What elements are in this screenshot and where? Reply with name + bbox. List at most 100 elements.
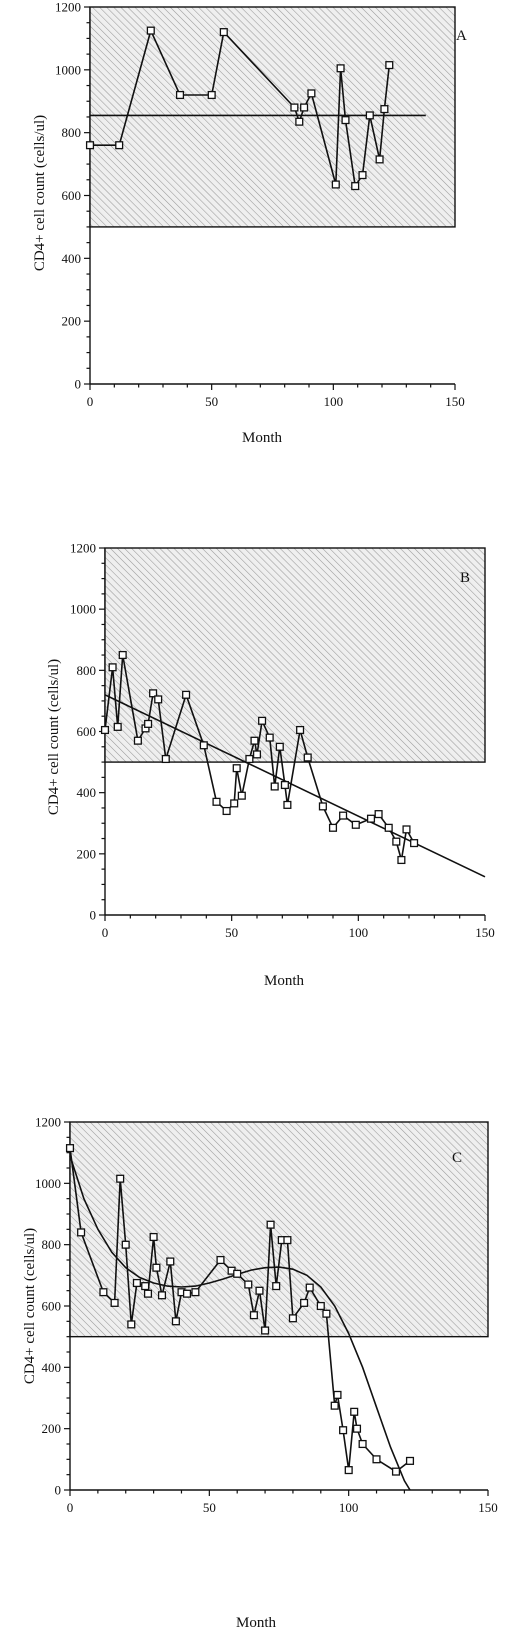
data-point [290, 103, 299, 112]
y-tick-label: 800 [42, 1237, 62, 1252]
data-point [161, 754, 170, 764]
panel-c-ylabel: CD4+ cell count (cells/ul) [22, 1228, 38, 1384]
data-point [295, 117, 304, 126]
panel-a-ylabel: CD4+ cell count (cells/ul) [32, 115, 48, 271]
fit-line [104, 694, 486, 878]
data-point [85, 141, 95, 150]
data-point [108, 663, 117, 672]
data-point [191, 1288, 200, 1297]
data-point [144, 719, 153, 728]
data-point [99, 1288, 108, 1297]
y-tick-label: 0 [55, 1483, 62, 1498]
data-point [258, 716, 267, 725]
data-point [266, 1220, 275, 1229]
panel-b-normal-range [104, 547, 486, 763]
data-point [330, 1401, 339, 1410]
panel-a-letter: A [456, 28, 467, 44]
data-point [283, 1236, 292, 1245]
data-point [222, 806, 231, 816]
data-point [305, 1283, 314, 1292]
data-point [207, 90, 216, 100]
data-point [245, 754, 254, 764]
panel-b-markers [100, 650, 419, 865]
data-point [152, 1263, 161, 1272]
data-point [199, 741, 208, 750]
y-tick-label: 1000 [55, 62, 81, 77]
data-point [333, 1390, 342, 1399]
data-point [375, 155, 384, 164]
data-point [380, 105, 389, 114]
y-tick-label: 1200 [70, 541, 96, 556]
x-tick-label: 100 [324, 394, 344, 409]
panel-a: 0 200 400 600 800 1000 1200 0 50 100 150 A CD4+ ce… [32, 0, 467, 446]
x-tick-label: 0 [87, 394, 94, 409]
data-point [237, 791, 246, 800]
y-tick-label: 400 [42, 1360, 62, 1375]
y-tick-label: 200 [42, 1421, 62, 1436]
x-tick-label: 100 [339, 1500, 359, 1515]
data-point [339, 1426, 348, 1435]
y-tick-label: 1000 [70, 602, 96, 617]
data-point [216, 1255, 225, 1265]
data-point [110, 1298, 119, 1307]
data-point [149, 1232, 158, 1242]
panel-b: 0 200 400 600 800 1000 1200 0 50 100 150 B CD4+ ce… [46, 541, 495, 990]
panel-c-xlabel: Month [236, 1615, 277, 1631]
data-point [141, 1282, 150, 1291]
normal-range-band [69, 1121, 489, 1338]
y-tick-label: 600 [77, 724, 97, 739]
data-point [322, 1309, 331, 1318]
data-point [146, 26, 155, 35]
y-tick-label: 800 [62, 125, 82, 140]
data-point [300, 103, 309, 112]
data-point [65, 1144, 75, 1153]
data-point [365, 111, 374, 120]
data-point [336, 64, 345, 73]
data-point [270, 782, 279, 791]
panel-a-normal-range [89, 6, 456, 228]
data-point [385, 61, 394, 70]
data-point [133, 736, 142, 745]
data-point [397, 855, 406, 865]
data-point [296, 725, 305, 735]
y-tick-label: 800 [77, 663, 97, 678]
data-point [250, 736, 259, 745]
y-tick-label: 200 [77, 846, 97, 861]
data-point [392, 837, 401, 846]
data-point [402, 825, 411, 834]
panel-b-xlabel: Month [264, 973, 305, 989]
y-tick-label: 200 [62, 314, 82, 329]
data-point [116, 1174, 125, 1183]
x-tick-label: 50 [225, 925, 238, 940]
x-tick-label: 150 [478, 1500, 498, 1515]
panel-c-markers [65, 1144, 415, 1476]
data-point [249, 1311, 258, 1320]
data-point [175, 90, 185, 100]
data-point [261, 1326, 270, 1335]
data-point [255, 1286, 264, 1295]
y-tick-label: 600 [42, 1299, 62, 1314]
data-point [358, 171, 367, 180]
data-point [100, 725, 110, 735]
data-point [132, 1278, 141, 1288]
data-point [265, 733, 274, 742]
x-tick-label: 50 [203, 1500, 216, 1515]
y-tick-label: 0 [75, 377, 82, 392]
data-point [344, 1466, 353, 1475]
data-point [232, 764, 241, 773]
data-point [358, 1439, 367, 1449]
normal-range-band [104, 547, 486, 763]
data-point [384, 823, 393, 832]
data-point [121, 1240, 130, 1249]
data-point [182, 690, 191, 699]
panel-a-axes: 0 200 400 600 800 1000 1200 0 50 100 150 [55, 0, 465, 409]
panel-a-xlabel: Month [242, 430, 283, 446]
data-point [405, 1456, 415, 1465]
x-tick-label: 150 [475, 925, 495, 940]
data-point [351, 182, 360, 191]
y-tick-label: 1200 [35, 1115, 61, 1130]
data-point [350, 1407, 359, 1416]
x-tick-label: 100 [349, 925, 369, 940]
data-point [77, 1228, 86, 1237]
data-point [244, 1280, 253, 1289]
